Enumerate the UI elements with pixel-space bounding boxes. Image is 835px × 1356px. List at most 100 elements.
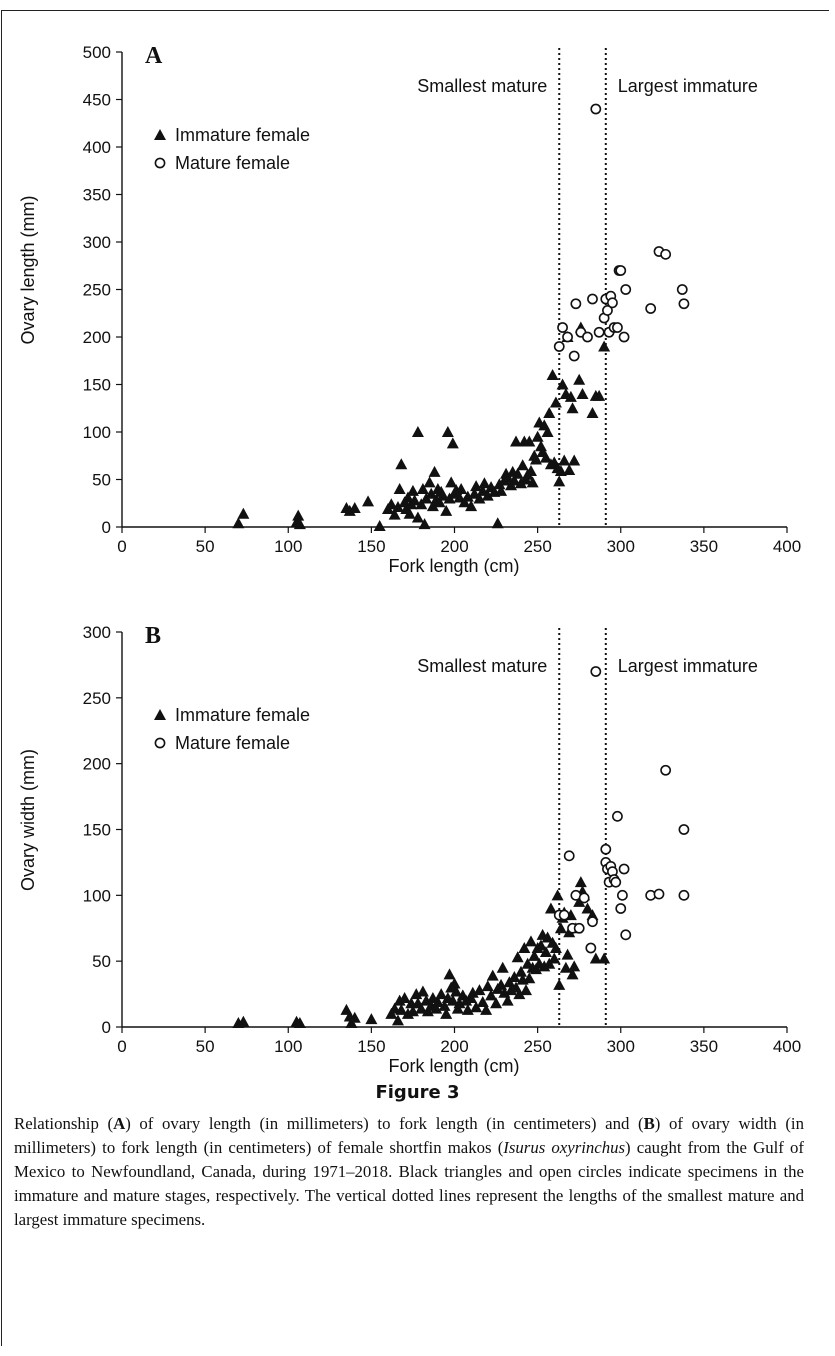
mature-point	[678, 298, 690, 310]
immature-point	[362, 495, 375, 507]
immature-point	[403, 507, 416, 519]
immature-point	[581, 902, 594, 914]
immature-point	[348, 502, 361, 513]
immature-point	[446, 994, 459, 1006]
immature-point	[398, 992, 411, 1004]
immature-point	[528, 949, 541, 961]
immature-point	[576, 388, 589, 399]
mature-point	[600, 843, 612, 855]
immature-point	[544, 902, 557, 914]
immature-point	[411, 426, 424, 437]
immature-point	[543, 407, 556, 418]
legend-immature-label: Immature female	[175, 705, 310, 725]
immature-point	[348, 1011, 361, 1023]
largest-immature-label: Largest immature	[618, 76, 758, 96]
immature-point	[531, 430, 544, 442]
immature-point	[453, 491, 466, 503]
x-tick-label: 200	[440, 537, 468, 556]
figure-caption: Relationship (A) of ovary length (in mil…	[14, 1112, 804, 1232]
panel-label-a: A	[145, 43, 163, 69]
mature-point	[563, 850, 575, 862]
immature-point	[598, 340, 611, 352]
immature-point	[551, 889, 564, 901]
immature-point	[438, 999, 451, 1011]
mature-point	[557, 322, 568, 333]
x-tick-label: 100	[274, 1037, 302, 1056]
immature-point	[468, 487, 481, 499]
mature-point	[618, 331, 630, 343]
y-axis-label-a: Ovary length (mm)	[18, 195, 38, 344]
y-tick-label: 50	[92, 471, 111, 490]
immature-point	[416, 483, 429, 494]
immature-point	[465, 500, 478, 512]
x-tick-label: 250	[523, 537, 551, 556]
immature-point	[433, 496, 446, 508]
immature-point	[393, 483, 406, 494]
immature-point	[411, 511, 424, 523]
immature-point	[428, 465, 441, 477]
immature-point	[455, 483, 468, 494]
immature-point	[473, 492, 486, 504]
mature-point	[602, 304, 613, 316]
chart-a: A 0 50 100 150 200 250 300 350 400 0 50 100 150 200 25…	[18, 43, 801, 576]
immature-point	[436, 489, 449, 501]
immature-point	[481, 980, 494, 992]
immature-point	[510, 435, 523, 447]
immature-point	[388, 508, 401, 520]
immature-point	[415, 498, 428, 510]
y-tick-label: 100	[83, 423, 111, 442]
y-tick-label: 450	[83, 91, 111, 110]
immature-point	[508, 474, 521, 486]
immature-point	[529, 453, 542, 465]
immature-point	[541, 426, 554, 437]
legend-immature-label: Immature female	[175, 125, 310, 145]
immature-point	[408, 494, 421, 506]
immature-point	[385, 498, 398, 510]
immature-point	[539, 451, 552, 463]
immature-point	[470, 480, 483, 492]
caption-panel-b: B	[643, 1114, 655, 1133]
immature-point	[566, 402, 579, 414]
immature-point	[561, 948, 574, 960]
immature-point	[435, 988, 448, 1000]
immature-point	[237, 1015, 250, 1027]
immature-point	[586, 407, 599, 418]
mature-point	[678, 889, 690, 901]
mature-point	[660, 248, 672, 260]
immature-point	[553, 475, 566, 487]
immature-point	[343, 504, 356, 516]
x-tick-label: 400	[773, 537, 801, 556]
mature-point	[610, 876, 622, 888]
immature-point	[563, 464, 576, 475]
mature-point	[590, 666, 602, 677]
immature-point	[425, 487, 438, 499]
immature-point	[458, 496, 471, 508]
mature-point	[587, 916, 598, 928]
immature-point	[292, 509, 305, 521]
immature-point	[423, 476, 436, 488]
y-tick-label: 400	[83, 138, 111, 157]
immature-point	[524, 464, 537, 476]
x-tick-label: 300	[607, 1037, 635, 1056]
y-tick-label: 500	[83, 43, 111, 62]
y-tick-label: 100	[83, 886, 111, 905]
y-tick-label: 150	[83, 821, 111, 840]
immature-point	[416, 985, 429, 997]
immature-point	[541, 931, 554, 943]
immature-point	[553, 978, 566, 990]
immature-point	[441, 426, 454, 437]
x-tick-label: 350	[690, 1037, 718, 1056]
y-tick-label: 250	[83, 281, 111, 300]
mature-point	[578, 892, 590, 904]
smallest-mature-label: Smallest mature	[417, 656, 547, 676]
immature-point	[476, 484, 489, 496]
immature-point	[486, 969, 499, 981]
y-tick-label: 250	[83, 689, 111, 708]
mature-point	[645, 303, 657, 314]
immature-point	[593, 389, 606, 401]
immature-point	[568, 454, 581, 466]
y-tick-label: 0	[102, 1018, 111, 1037]
legend-circle-icon	[154, 737, 166, 749]
y-tick-label: 200	[83, 328, 111, 347]
immature-point	[534, 939, 547, 951]
